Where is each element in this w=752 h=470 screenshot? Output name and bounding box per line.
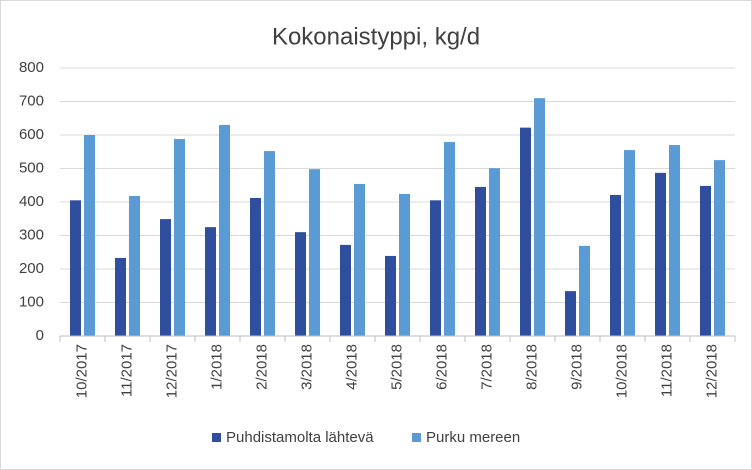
- bar: [219, 124, 230, 336]
- bar: [264, 151, 275, 336]
- bar: [340, 244, 351, 336]
- y-tick-label: 500: [19, 159, 44, 176]
- bar: [520, 127, 531, 336]
- bar: [385, 255, 396, 336]
- bar: [565, 291, 576, 336]
- bar: [700, 185, 711, 336]
- bar: [174, 139, 185, 336]
- bar: [354, 183, 365, 336]
- bar: [430, 200, 441, 336]
- y-tick-label: 800: [19, 59, 44, 76]
- x-tick-label: 11/2018: [658, 344, 675, 397]
- legend-label: Puhdistamolta lähtevä: [226, 429, 374, 446]
- bar: [250, 197, 261, 336]
- x-tick-label: 1/2018: [208, 344, 225, 390]
- bar: [489, 168, 500, 336]
- bar: [444, 142, 455, 336]
- legend-label: Purku mereen: [426, 429, 520, 446]
- bar: [399, 193, 410, 336]
- x-tick-label: 10/2017: [73, 344, 90, 398]
- x-tick-label: 6/2018: [433, 344, 450, 390]
- bar: [624, 150, 635, 336]
- y-tick-label: 400: [19, 193, 44, 210]
- bar: [655, 172, 666, 336]
- legend-swatch: [212, 433, 221, 442]
- y-tick-label: 600: [19, 126, 44, 143]
- y-tick-label: 700: [19, 92, 44, 109]
- bar: [160, 219, 171, 336]
- bar: [205, 227, 216, 336]
- bar: [475, 186, 486, 336]
- y-tick-label: 0: [36, 327, 44, 344]
- x-tick-label: 3/2018: [298, 344, 315, 390]
- bar: [115, 257, 126, 336]
- x-tick-label: 12/2018: [703, 344, 720, 398]
- y-tick-label: 300: [19, 226, 44, 243]
- bar: [129, 195, 140, 336]
- bar: [669, 145, 680, 336]
- x-tick-label: 12/2017: [163, 344, 180, 398]
- x-tick-label: 10/2018: [613, 344, 630, 398]
- x-tick-label: 7/2018: [478, 344, 495, 390]
- bar: [610, 194, 621, 336]
- x-tick-label: 11/2017: [118, 344, 135, 397]
- x-tick-label: 9/2018: [568, 344, 585, 390]
- x-tick-label: 8/2018: [523, 344, 540, 390]
- bar: [70, 200, 81, 336]
- bar: [534, 98, 545, 337]
- bar: [84, 135, 95, 336]
- chart-title: Kokonaistyppi, kg/d: [272, 23, 480, 50]
- bar: [295, 232, 306, 336]
- x-tick-label: 5/2018: [388, 344, 405, 390]
- x-tick-label: 2/2018: [253, 344, 270, 390]
- y-tick-label: 200: [19, 260, 44, 277]
- y-tick-label: 100: [19, 293, 44, 310]
- legend-swatch: [412, 433, 421, 442]
- bar: [714, 160, 725, 336]
- x-tick-label: 4/2018: [343, 344, 360, 390]
- bar: [579, 245, 590, 336]
- bar: [309, 169, 320, 336]
